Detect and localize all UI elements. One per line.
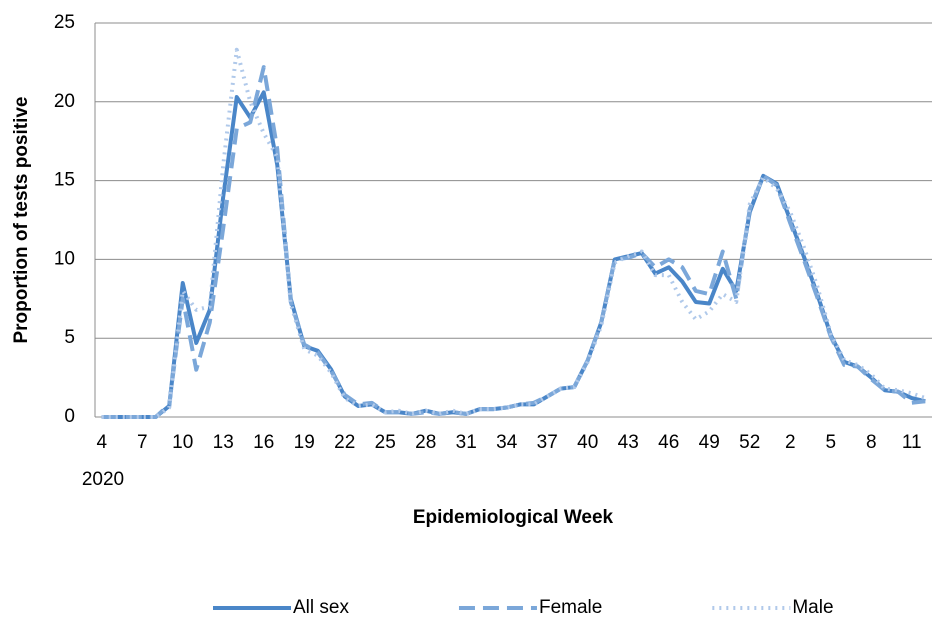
- x-tick-label: 34: [496, 432, 518, 453]
- y-axis-label: Proportion of tests positive: [11, 96, 32, 343]
- legend-label: All sex: [293, 597, 349, 618]
- x-group-label: 2020: [82, 469, 124, 490]
- legend-label: Male: [792, 597, 833, 618]
- y-tick-label: 25: [54, 12, 75, 33]
- y-tick-label: 10: [54, 248, 75, 269]
- x-tick-label: 13: [213, 432, 234, 453]
- x-tick-label: 25: [375, 432, 396, 453]
- x-tick-label: 16: [253, 432, 274, 453]
- series-line: [101, 65, 926, 419]
- x-tick-label: 10: [172, 432, 193, 453]
- series-line: [101, 90, 926, 419]
- y-tick-label: 0: [64, 406, 75, 427]
- legend-label: Female: [539, 597, 602, 618]
- x-tick-label: 4: [96, 432, 107, 453]
- x-tick-label: 31: [456, 432, 477, 453]
- x-tick-label: 5: [825, 432, 836, 453]
- x-tick-label: 11: [902, 432, 922, 453]
- y-tick-label: 5: [64, 327, 75, 348]
- x-tick-label: 43: [618, 432, 639, 453]
- x-tick-label: 7: [137, 432, 148, 453]
- x-tick-label: 2: [785, 432, 796, 453]
- x-tick-label: 40: [577, 432, 598, 453]
- x-tick-label: 8: [866, 432, 877, 453]
- x-tick-label: 19: [294, 432, 315, 453]
- y-tick-label: 20: [54, 91, 75, 112]
- x-tick-label: 37: [537, 432, 558, 453]
- y-tick-label: 15: [54, 170, 75, 191]
- x-axis-label: Epidemiological Week: [413, 507, 614, 528]
- x-tick-label: 49: [699, 432, 720, 453]
- x-tick-label: 28: [415, 432, 436, 453]
- x-tick-label: 46: [658, 432, 679, 453]
- x-tick-label: 52: [739, 432, 760, 453]
- x-tick-label: 22: [334, 432, 355, 453]
- series-line: [101, 47, 926, 419]
